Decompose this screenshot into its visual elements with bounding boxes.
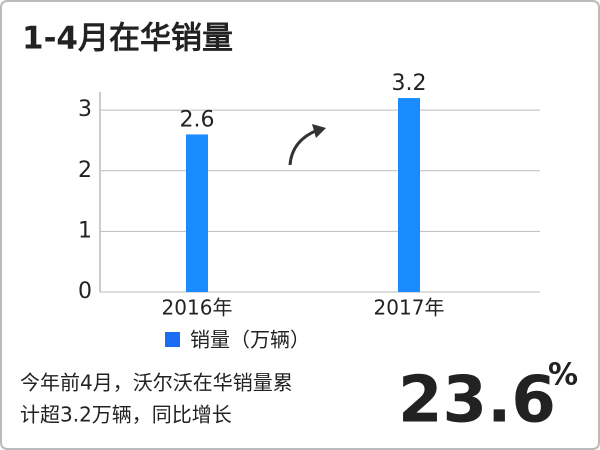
- chart-title: 1-4月在华销量: [22, 21, 233, 57]
- bar: [398, 98, 420, 292]
- trend-arrow: [288, 128, 319, 166]
- y-tick-label: 1: [78, 218, 92, 243]
- note-line: 计超3.2万辆，同比增长: [20, 403, 232, 427]
- data-label: 2.6: [180, 107, 215, 132]
- note-line: 今年前4月，沃尔沃在华销量累: [20, 371, 293, 395]
- y-tick-label: 0: [78, 279, 92, 304]
- highlight-unit: %: [548, 358, 578, 393]
- bar: [186, 134, 208, 292]
- highlight-number: 23.6: [398, 364, 556, 438]
- x-tick-label: 2017年: [374, 296, 445, 320]
- trend-arrow-head: [312, 124, 326, 138]
- y-tick-label: 2: [78, 158, 92, 183]
- data-label: 3.2: [392, 71, 427, 96]
- legend-swatch: [165, 332, 180, 347]
- x-tick-label: 2016年: [162, 296, 233, 320]
- y-tick-label: 3: [78, 97, 92, 122]
- legend-label: 销量（万辆）: [190, 328, 310, 352]
